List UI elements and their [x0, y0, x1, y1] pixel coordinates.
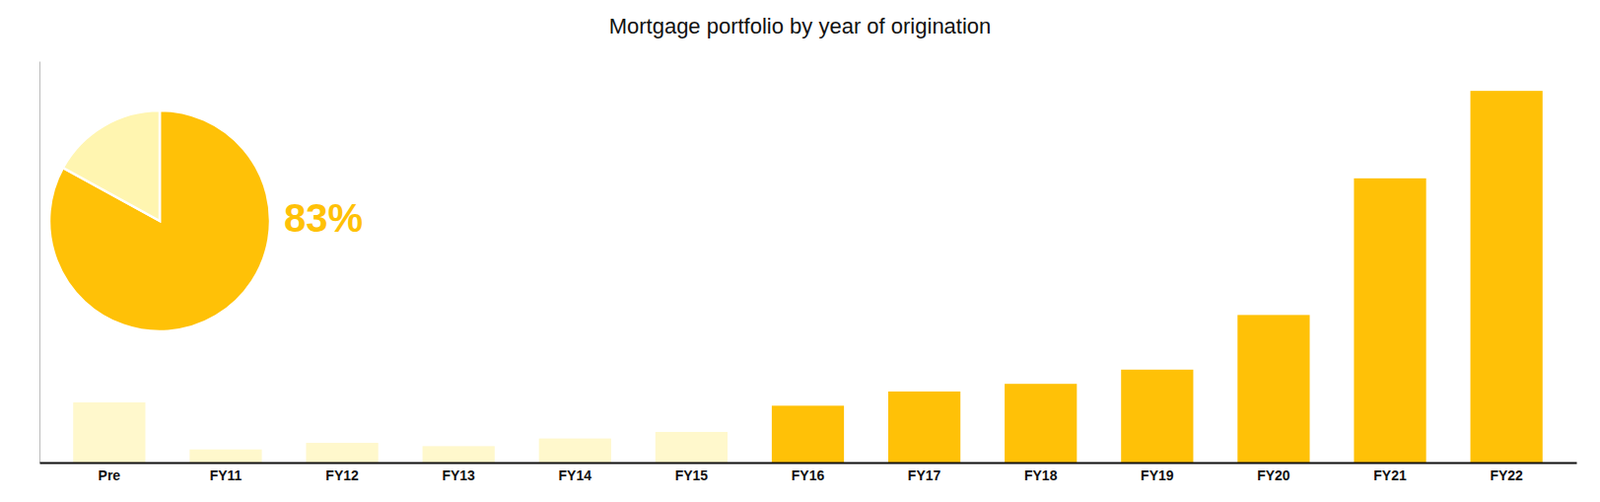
x-tick: FY20: [1256, 467, 1291, 484]
x-tick: FY21: [1373, 467, 1407, 484]
bar: [1470, 90, 1543, 463]
chart-title: Mortgage portfolio by year of originatio…: [609, 13, 992, 39]
x-tick-label: FY22: [1489, 467, 1524, 484]
x-tick-label: FY21: [1373, 467, 1407, 484]
x-tick-label: FY14: [558, 467, 593, 484]
bar: [422, 445, 495, 463]
x-tick-label: FY18: [1024, 467, 1058, 484]
bar: [1353, 178, 1426, 463]
x-tick: Pre: [98, 467, 122, 484]
bar: [1120, 369, 1193, 463]
bar: [1004, 383, 1077, 463]
plot-area: Pre FY11 FY12 FY13 FY14 FY15 FY16 FY17 FY18 FY19 F…: [40, 62, 1578, 484]
x-tick-label: FY11: [209, 467, 243, 484]
x-tick-label: FY12: [325, 467, 359, 484]
x-tick: FY14: [558, 467, 593, 484]
bar: [539, 438, 612, 463]
bar: [771, 405, 844, 463]
x-tick-label: FY16: [791, 467, 826, 484]
y-axis: [39, 62, 41, 464]
x-tick-label: FY17: [907, 467, 942, 484]
x-axis: Pre FY11 FY12 FY13 FY14 FY15 FY16 FY17 FY18 FY19 F…: [40, 463, 1578, 484]
pie-slice: [49, 110, 271, 332]
x-tick: FY19: [1140, 467, 1175, 484]
bar: [305, 442, 378, 463]
x-tick: FY16: [791, 467, 826, 484]
bar: [888, 391, 961, 463]
x-tick-label: FY19: [1140, 467, 1175, 484]
x-tick-label: FY13: [441, 467, 476, 484]
pie-annotation: 83%: [283, 196, 363, 240]
y-axis-line: [39, 62, 41, 464]
x-tick: FY11: [209, 467, 243, 484]
x-tick-label: FY20: [1256, 467, 1291, 484]
x-axis-line: [40, 462, 1578, 465]
x-tick: FY15: [675, 467, 709, 484]
chart-root: Mortgage portfolio by year of originatio…: [0, 0, 1600, 502]
x-tick-label: Pre: [98, 467, 122, 484]
x-tick-label: FY15: [675, 467, 709, 484]
bar: [655, 431, 728, 463]
x-tick: FY13: [441, 467, 476, 484]
pie: [49, 110, 271, 332]
x-tick: FY18: [1024, 467, 1058, 484]
bar: [189, 449, 262, 463]
bar: [72, 402, 145, 463]
bar: [1237, 314, 1310, 463]
pie-slice: [63, 110, 160, 221]
bars: [72, 90, 1542, 463]
x-tick: FY12: [325, 467, 359, 484]
x-tick: FY22: [1489, 467, 1524, 484]
x-tick: FY17: [907, 467, 942, 484]
